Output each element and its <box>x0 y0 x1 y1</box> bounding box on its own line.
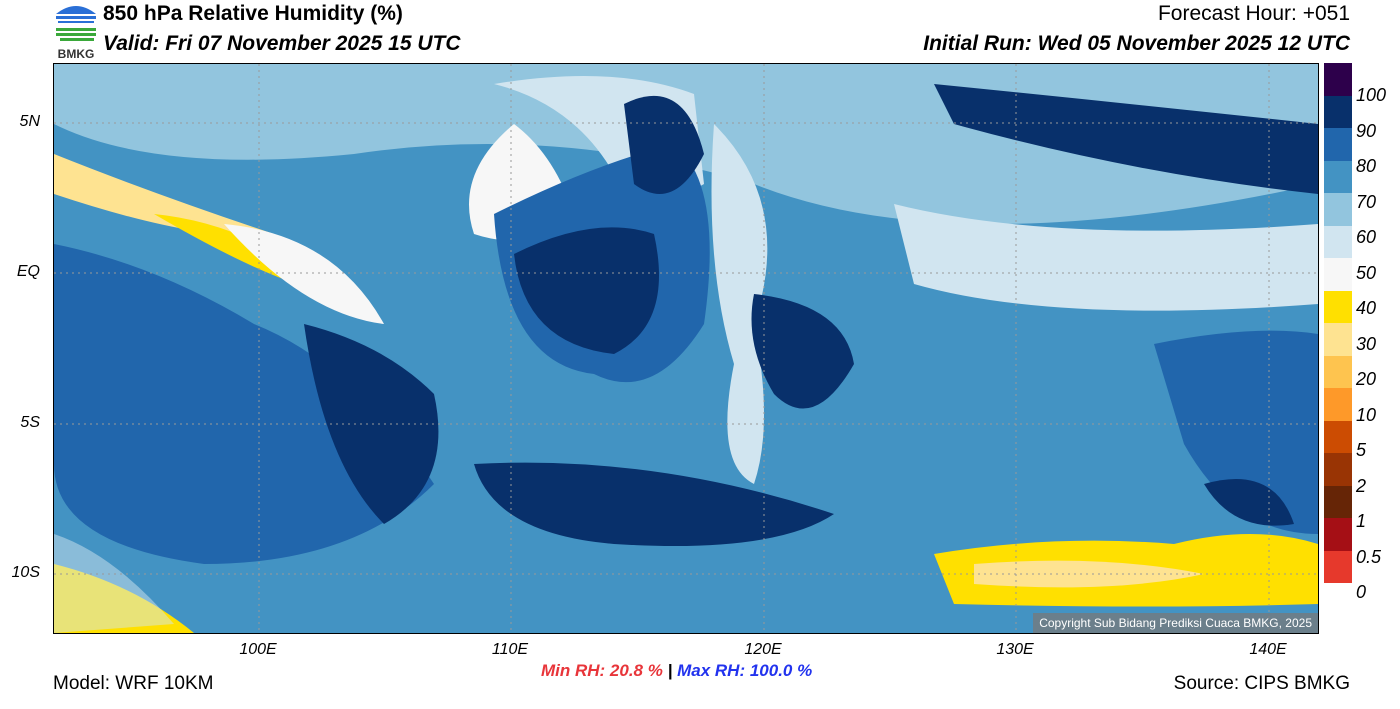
lon-label: 110E <box>491 641 529 658</box>
colorbar-swatch <box>1324 258 1352 291</box>
initial-run: Initial Run: Wed 05 November 2025 12 UTC <box>923 32 1350 55</box>
colorbar-swatch <box>1324 518 1352 551</box>
colorbar-label: 10 <box>1356 404 1377 425</box>
lat-label: 5S <box>20 414 40 431</box>
colorbar-label: 90 <box>1356 120 1377 141</box>
max-rh: Max RH: 100.0 % <box>677 661 813 680</box>
colorbar-label: 30 <box>1356 333 1377 354</box>
colorbar-swatch <box>1324 485 1352 518</box>
min-rh: Min RH: 20.8 % <box>541 661 663 680</box>
colorbar-swatch <box>1324 420 1352 453</box>
copyright-notice: Copyright Sub Bidang Prediksi Cuaca BMKG… <box>1033 613 1318 633</box>
colorbar-label: 40 <box>1356 298 1377 318</box>
colorbar-swatch <box>1324 355 1352 388</box>
colorbar-swatch <box>1324 193 1352 226</box>
colorbar-label: 60 <box>1356 227 1377 247</box>
bmkg-logo: BMKG <box>56 6 96 60</box>
chart-title: 850 hPa Relative Humidity (%) <box>103 2 403 25</box>
colorbar-label: 5 <box>1356 440 1367 460</box>
colorbar-swatch <box>1324 128 1352 161</box>
lon-label: 130E <box>996 641 1034 658</box>
colorbar-swatch <box>1324 160 1352 193</box>
lat-label: 5N <box>19 113 40 130</box>
colorbar-swatch <box>1324 453 1352 486</box>
colorbar-swatch <box>1324 290 1352 323</box>
colorbar-label: 80 <box>1356 156 1377 176</box>
colorbar-swatch <box>1324 225 1352 258</box>
colorbar-label: 0 <box>1356 582 1367 602</box>
lon-label: 120E <box>744 641 782 658</box>
colorbar-label: 0.5 <box>1356 546 1382 567</box>
separator: | <box>667 661 673 680</box>
svg-text:BMKG: BMKG <box>58 47 95 60</box>
colorbar-swatch <box>1324 550 1352 583</box>
colorbar-label: 20 <box>1356 369 1377 389</box>
colorbar-swatch <box>1324 388 1352 421</box>
lon-label: 140E <box>1249 641 1287 658</box>
lat-label: EQ <box>16 263 40 280</box>
model-label: Model: WRF 10KM <box>53 673 214 694</box>
source-label: Source: CIPS BMKG <box>1173 673 1350 694</box>
colorbar-label: 1 <box>1356 511 1367 531</box>
colorbar <box>1324 63 1352 583</box>
humidity-field <box>54 64 1318 633</box>
colorbar-label: 70 <box>1356 191 1377 212</box>
colorbar-swatch <box>1324 323 1352 356</box>
forecast-hour: Forecast Hour: +051 <box>1157 2 1350 25</box>
colorbar-swatch <box>1324 95 1352 128</box>
lat-label: 10S <box>11 564 40 581</box>
colorbar-label: 2 <box>1356 475 1367 496</box>
colorbar-label: 50 <box>1356 262 1377 283</box>
colorbar-swatch <box>1324 63 1352 96</box>
humidity-map: Copyright Sub Bidang Prediksi Cuaca BMKG… <box>53 63 1319 634</box>
lon-label: 100E <box>239 641 277 658</box>
rh-range: Min RH: 20.8 % | Max RH: 100.0 % <box>541 661 812 681</box>
valid-time: Valid: Fri 07 November 2025 15 UTC <box>103 32 461 55</box>
colorbar-label: 100 <box>1356 85 1387 105</box>
